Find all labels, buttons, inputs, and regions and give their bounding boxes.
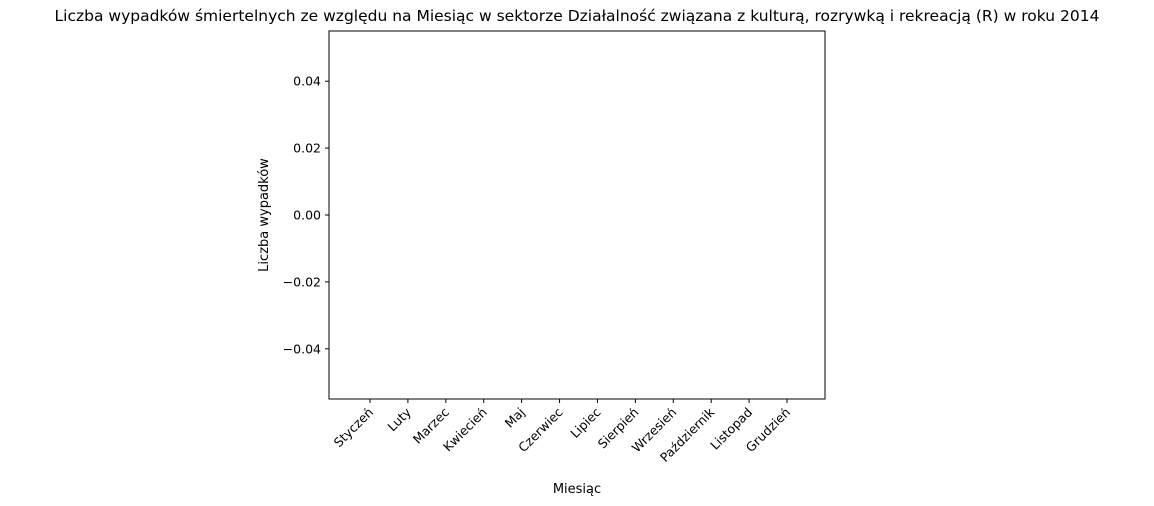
x-tick-label: Styczeń xyxy=(331,405,376,450)
y-tick-label: 0.04 xyxy=(293,74,321,89)
y-axis-label: Liczba wypadków xyxy=(257,158,272,272)
plot-area xyxy=(328,30,826,400)
y-tick-label: 0.02 xyxy=(293,141,321,156)
x-tick-label: Luty xyxy=(384,404,414,434)
chart-title: Liczba wypadków śmiertelnych ze względu … xyxy=(55,7,1100,25)
plot-frame xyxy=(328,30,826,400)
x-axis-label: Miesiąc xyxy=(553,482,601,497)
x-tick-label: Maj xyxy=(502,405,528,431)
y-axis: 0.04 0.02 0.00 −0.02 −0.04 xyxy=(283,74,329,356)
y-tick-label: −0.04 xyxy=(283,341,321,356)
x-tick-label: Lipiec xyxy=(567,404,603,440)
y-tick-label: −0.02 xyxy=(283,274,321,289)
y-tick-label: 0.00 xyxy=(293,208,321,223)
